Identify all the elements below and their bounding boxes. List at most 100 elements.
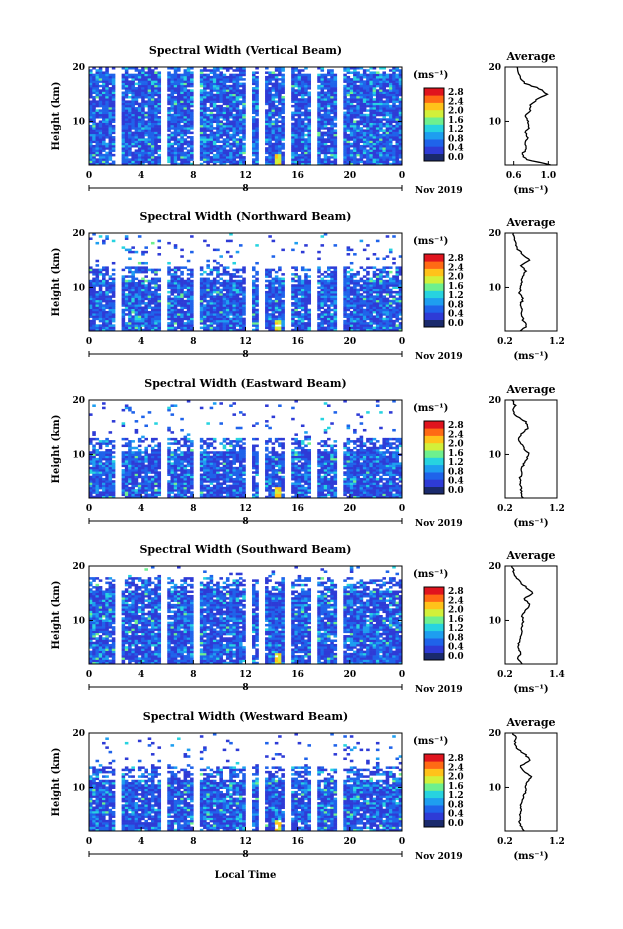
heatmap-cell	[206, 295, 210, 298]
heatmap-cell	[304, 78, 308, 81]
heatmap-cell	[157, 253, 162, 256]
heatmap-cell	[186, 122, 191, 126]
heatmap-cell	[232, 127, 237, 130]
heatmap-cell	[128, 295, 132, 298]
heatmap-cell	[186, 317, 191, 321]
heatmap-cell	[304, 151, 308, 155]
heatmap-cell	[356, 313, 360, 316]
heatmap-cell	[147, 87, 152, 90]
heatmap-cell	[349, 93, 354, 97]
heatmap-cell	[225, 282, 230, 285]
heatmap-cell	[320, 149, 325, 152]
heatmap-cell	[372, 73, 377, 77]
heatmap-cell	[183, 109, 188, 112]
heatmap-cell	[102, 133, 106, 137]
heatmap-cell	[297, 315, 302, 318]
heatmap-cell	[137, 89, 142, 92]
heatmap-cell	[235, 317, 240, 321]
heatmap-cell	[134, 295, 139, 298]
heatmap-cell	[235, 104, 240, 108]
heatmap-cell	[235, 111, 240, 115]
heatmap-cell	[252, 315, 256, 318]
heatmap-cell	[111, 261, 116, 265]
heatmap-cell	[278, 156, 282, 159]
heatmap-cell	[333, 100, 338, 103]
heatmap-cell	[225, 284, 230, 287]
heatmap-cell	[105, 306, 109, 310]
heatmap-cell	[271, 138, 276, 141]
heatmap-cell	[177, 279, 181, 283]
heatmap-cell	[134, 324, 139, 327]
heatmap-cell	[255, 78, 259, 81]
heatmap-cell	[281, 290, 285, 294]
heatmap-cell	[144, 266, 148, 269]
heatmap-cell	[170, 319, 175, 323]
heatmap-cell	[134, 113, 139, 117]
heatmap-cell	[297, 98, 302, 101]
heatmap-cell	[102, 310, 106, 314]
heatmap-cell	[353, 78, 357, 81]
heatmap-cell	[291, 133, 295, 137]
heatmap-cell	[353, 104, 357, 108]
heatmap-cell	[128, 120, 132, 123]
heatmap-cell	[102, 131, 106, 135]
heatmap-cell	[278, 288, 282, 292]
heatmap-cell	[369, 122, 373, 126]
heatmap-cell	[346, 306, 351, 310]
heatmap-cell	[265, 295, 269, 298]
heatmap-cell	[294, 151, 298, 155]
heatmap-cell	[134, 250, 139, 254]
heatmap-cell	[388, 158, 393, 161]
heatmap-cell	[252, 290, 256, 294]
heatmap-cell	[229, 275, 233, 278]
date-label: Nov 2019	[415, 186, 463, 196]
heatmap-cell	[131, 116, 135, 119]
heatmap-cell	[98, 113, 103, 117]
heatmap-cell	[317, 153, 321, 157]
heatmap-cell	[180, 290, 184, 294]
heatmap-cell	[255, 162, 259, 166]
heatmap-cell	[212, 118, 217, 121]
heatmap-cell	[92, 162, 96, 166]
heatmap-cell	[128, 290, 132, 294]
heatmap-cell	[398, 133, 403, 137]
heatmap-cell	[375, 149, 380, 152]
heatmap-cell	[265, 111, 269, 115]
heatmap-cell	[108, 302, 113, 305]
heatmap-cell	[349, 282, 354, 285]
heatmap-cell	[95, 293, 100, 296]
heatmap-cell	[330, 295, 334, 298]
heatmap-cell	[173, 268, 178, 272]
heatmap-cell	[291, 160, 295, 164]
heatmap-cell	[333, 140, 338, 144]
heatmap-cell	[167, 286, 171, 289]
heatmap-cell	[349, 268, 354, 272]
heatmap-cell	[372, 102, 377, 106]
heatmap-cell	[102, 299, 106, 303]
heatmap-cell	[242, 160, 246, 164]
heatmap-cell	[102, 113, 106, 117]
heatmap-cell	[199, 100, 204, 103]
heatmap-cell	[327, 317, 331, 321]
heatmap-cell	[98, 124, 103, 128]
heatmap-cell	[265, 297, 269, 301]
heatmap-cell	[317, 116, 321, 119]
heatmap-cell	[395, 142, 400, 146]
heatmap-cell	[225, 67, 230, 70]
heatmap-cell	[137, 235, 142, 238]
heatmap-cell	[291, 293, 295, 296]
heatmap-cell	[235, 279, 240, 283]
heatmap-cell	[252, 308, 256, 312]
heatmap-cell	[92, 288, 96, 292]
heatmap-cell	[317, 250, 321, 254]
heatmap-cell	[274, 140, 279, 144]
heatmap-cell	[271, 129, 276, 132]
heatmap-cell	[89, 78, 93, 81]
heatmap-cell	[98, 308, 103, 312]
heatmap-cell	[89, 142, 93, 146]
heatmap-cell	[131, 317, 135, 321]
heatmap-cell	[375, 138, 380, 141]
heatmap-cell	[190, 82, 194, 86]
heatmap-cell	[89, 288, 93, 292]
heatmap-cell	[131, 315, 135, 318]
